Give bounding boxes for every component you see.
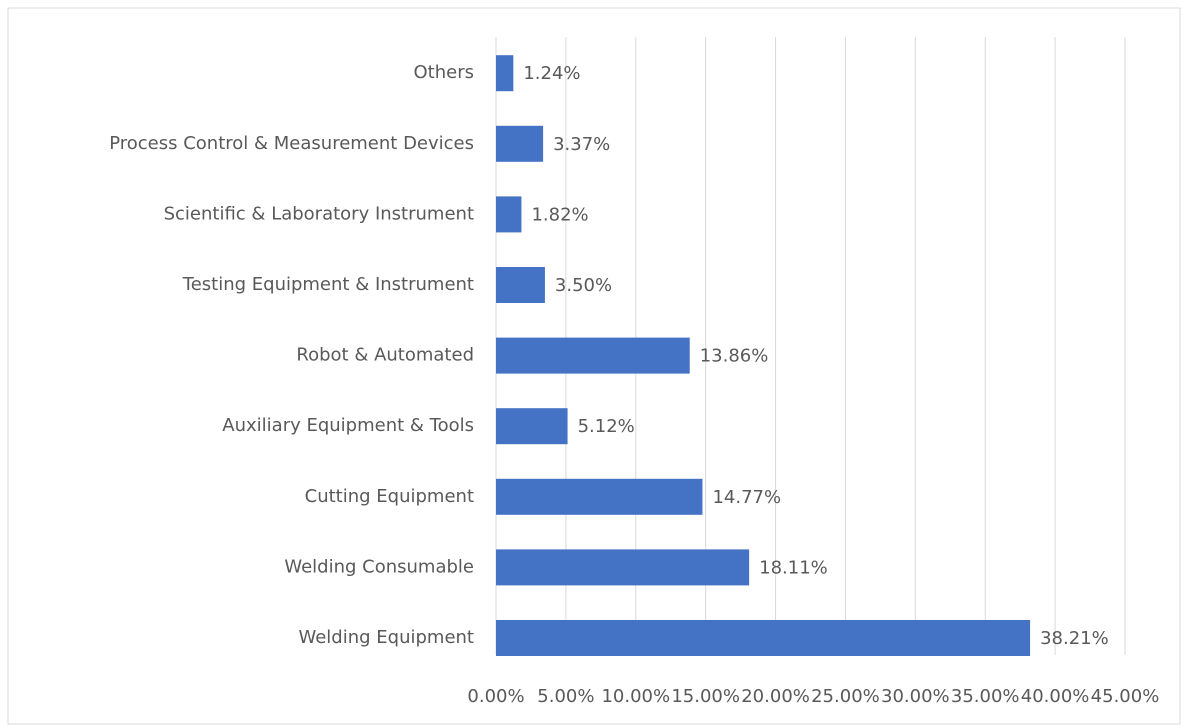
value-label: 14.77% (712, 487, 781, 508)
x-tick-label: 35.00% (951, 686, 1020, 707)
value-label: 3.50% (555, 275, 612, 296)
y-tick-label: Robot & Automated (296, 345, 474, 366)
y-tick-label: Welding Consumable (284, 556, 474, 577)
bar (496, 549, 750, 586)
x-tick-label: 15.00% (671, 686, 740, 707)
value-label: 5.12% (578, 416, 635, 437)
bar (496, 408, 568, 445)
bar (496, 267, 545, 303)
bar (496, 125, 544, 162)
value-label: 38.21% (1040, 628, 1109, 649)
x-tick-label: 25.00% (811, 686, 880, 707)
y-tick-label: Testing Equipment & Instrument (182, 274, 474, 295)
y-tick-label: Process Control & Measurement Devices (109, 133, 474, 154)
y-tick-label: Auxiliary Equipment & Tools (222, 415, 474, 436)
x-tick-label: 10.00% (601, 686, 670, 707)
x-tick-label: 20.00% (741, 686, 810, 707)
value-label: 1.82% (531, 204, 588, 225)
x-tick-label: 40.00% (1021, 686, 1090, 707)
y-tick-label: Others (414, 62, 475, 83)
x-tick-label: 0.00% (467, 686, 524, 707)
value-label: 1.24% (523, 63, 580, 84)
value-label: 18.11% (759, 557, 828, 578)
bar (496, 620, 1031, 656)
bar (496, 196, 522, 233)
value-label: 13.86% (700, 346, 769, 367)
bar (496, 55, 514, 92)
x-tick-label: 5.00% (537, 686, 594, 707)
y-tick-label: Welding Equipment (298, 627, 474, 648)
y-tick-label: Cutting Equipment (305, 486, 474, 507)
chart-border (7, 7, 1181, 725)
y-tick-label: Scientific & Laboratory Instrument (164, 203, 474, 224)
value-label: 3.37% (553, 134, 610, 155)
x-tick-label: 45.00% (1091, 686, 1160, 707)
bar (496, 337, 690, 374)
x-tick-label: 30.00% (881, 686, 950, 707)
bar (496, 478, 703, 515)
